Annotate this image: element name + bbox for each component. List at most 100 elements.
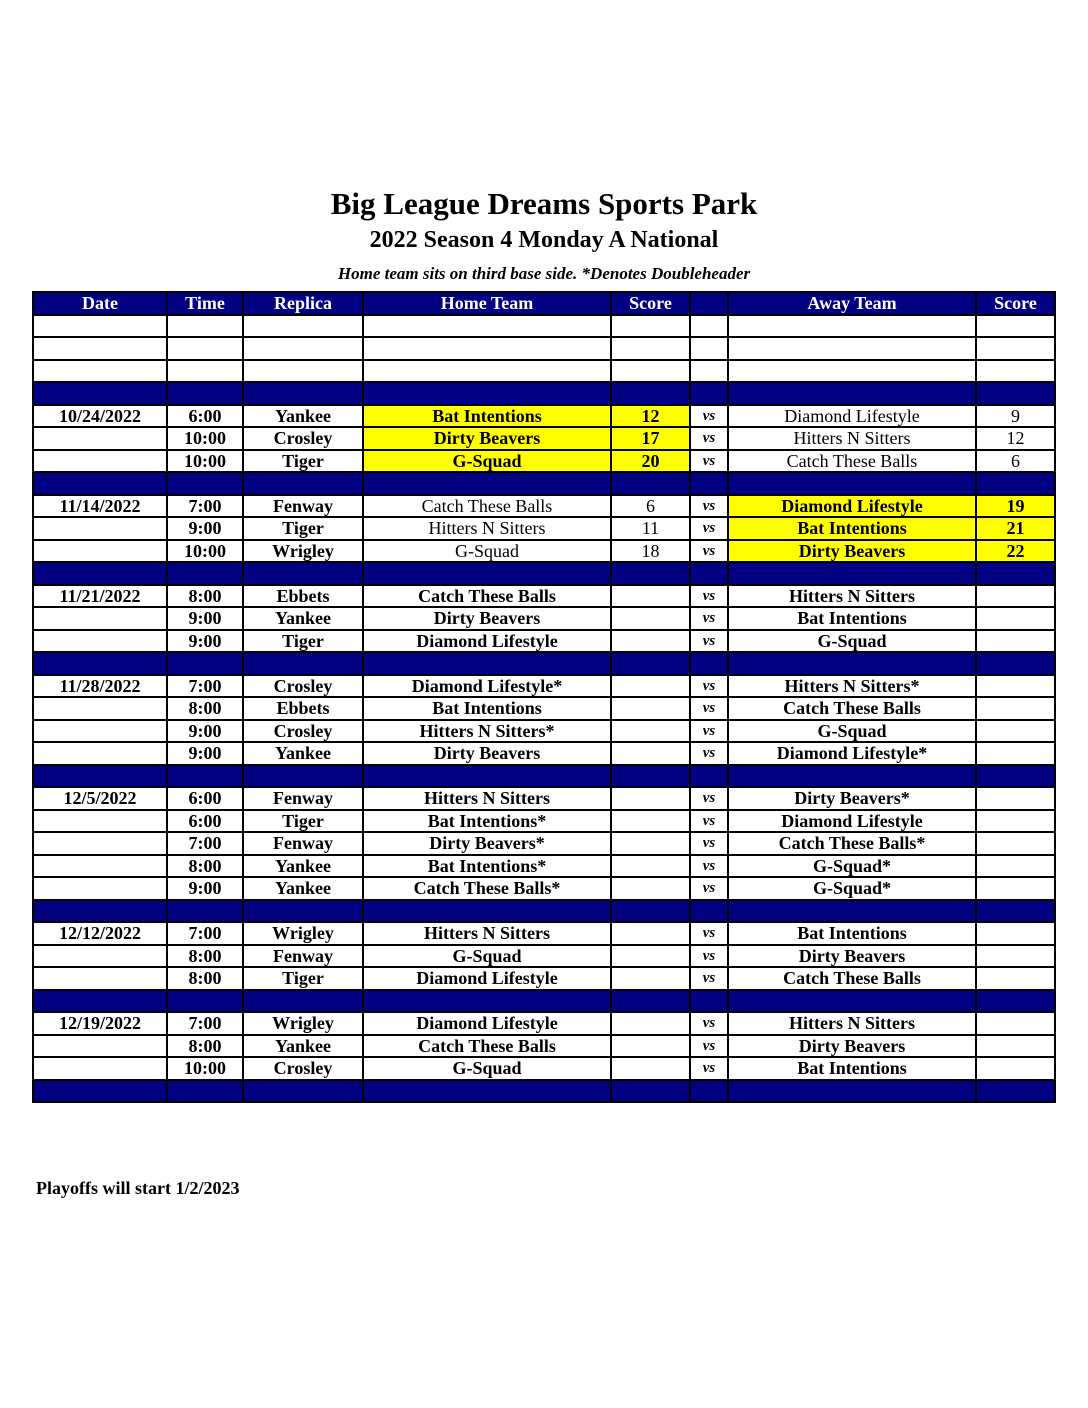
replica-field: Fenway: [242, 493, 364, 518]
empty-cell: [166, 381, 244, 406]
home-score: [610, 1033, 691, 1058]
game-row: 10:00 Wrigley G-Squad 18 vs Dirty Beavers 22: [32, 538, 1056, 563]
game-date: [32, 1033, 168, 1058]
empty-cell: [242, 358, 364, 383]
game-time: 10:00: [166, 448, 244, 473]
away-team: Diamond Lifestyle*: [727, 741, 977, 766]
game-date: [32, 853, 168, 878]
home-score: [610, 921, 691, 946]
game-time: 7:00: [166, 1011, 244, 1036]
empty-cell: [362, 471, 612, 496]
blank-row: [32, 336, 1056, 361]
replica-field: Crosley: [242, 426, 364, 451]
away-team: Bat Intentions: [727, 1056, 977, 1081]
empty-cell: [975, 988, 1056, 1013]
empty-cell: [362, 313, 612, 338]
home-team: Diamond Lifestyle: [362, 628, 612, 653]
home-team: Diamond Lifestyle: [362, 966, 612, 991]
replica-field: Yankee: [242, 876, 364, 901]
game-time: 10:00: [166, 538, 244, 563]
empty-cell: [610, 336, 691, 361]
game-date: [32, 448, 168, 473]
empty-cell: [362, 651, 612, 676]
empty-cell: [689, 1078, 729, 1103]
game-date: [32, 966, 168, 991]
col-home-team: Home Team: [362, 291, 612, 316]
empty-cell: [610, 381, 691, 406]
away-team: G-Squad*: [727, 853, 977, 878]
empty-cell: [610, 471, 691, 496]
empty-cell: [166, 988, 244, 1013]
home-team: Diamond Lifestyle*: [362, 673, 612, 698]
game-date: [32, 808, 168, 833]
home-score: [610, 628, 691, 653]
vs-label: vs: [689, 718, 729, 743]
game-row: 12/19/2022 7:00 Wrigley Diamond Lifestyle vs…: [32, 1011, 1056, 1036]
replica-field: Fenway: [242, 786, 364, 811]
empty-cell: [242, 336, 364, 361]
vs-label: vs: [689, 741, 729, 766]
away-team: Dirty Beavers: [727, 943, 977, 968]
empty-cell: [362, 381, 612, 406]
game-row: 8:00 Tiger Diamond Lifestyle vs Catch These …: [32, 966, 1056, 991]
home-score: [610, 966, 691, 991]
vs-label: vs: [689, 876, 729, 901]
separator-row: [32, 381, 1056, 406]
page-title: Big League Dreams Sports Park: [330, 186, 758, 221]
home-team: Bat Intentions*: [362, 853, 612, 878]
blank-row: [32, 313, 1056, 338]
blank-row: [32, 358, 1056, 383]
away-team: Dirty Beavers: [727, 1033, 977, 1058]
game-row: 9:00 Tiger Diamond Lifestyle vs G-Squad: [32, 628, 1056, 653]
empty-cell: [32, 1078, 168, 1103]
separator-row: [32, 988, 1056, 1013]
home-score: [610, 696, 691, 721]
game-time: 9:00: [166, 876, 244, 901]
empty-cell: [362, 988, 612, 1013]
game-date: [32, 696, 168, 721]
empty-cell: [362, 1078, 612, 1103]
separator-row: [32, 1078, 1056, 1103]
game-date: [32, 426, 168, 451]
empty-cell: [689, 988, 729, 1013]
vs-label: vs: [689, 1011, 729, 1036]
replica-field: Crosley: [242, 718, 364, 743]
replica-field: Yankee: [242, 853, 364, 878]
away-team: Bat Intentions: [727, 921, 977, 946]
empty-cell: [727, 471, 977, 496]
empty-cell: [32, 988, 168, 1013]
away-score: 21: [975, 516, 1056, 541]
empty-cell: [242, 561, 364, 586]
replica-field: Yankee: [242, 741, 364, 766]
separator-row: [32, 763, 1056, 788]
empty-cell: [166, 1078, 244, 1103]
game-row: 11/14/2022 7:00 Fenway Catch These Balls 6 vs…: [32, 493, 1056, 518]
col-away-team: Away Team: [727, 291, 977, 316]
empty-cell: [727, 763, 977, 788]
home-team: Catch These Balls: [362, 1033, 612, 1058]
game-time: 7:00: [166, 673, 244, 698]
home-team: Dirty Beavers: [362, 606, 612, 631]
empty-cell: [32, 763, 168, 788]
game-row: 8:00 Yankee Catch These Balls vs Dirty Beave…: [32, 1033, 1056, 1058]
separator-row: [32, 471, 1056, 496]
home-score: [610, 606, 691, 631]
game-date: 11/21/2022: [32, 583, 168, 608]
col-date: Date: [32, 291, 168, 316]
home-team: Dirty Beavers*: [362, 831, 612, 856]
empty-cell: [242, 988, 364, 1013]
away-team: Dirty Beavers*: [727, 786, 977, 811]
game-time: 10:00: [166, 1056, 244, 1081]
home-score: 6: [610, 493, 691, 518]
empty-cell: [242, 471, 364, 496]
game-row: 6:00 Tiger Bat Intentions* vs Diamond Lifest…: [32, 808, 1056, 833]
away-score: [975, 853, 1056, 878]
empty-cell: [32, 898, 168, 923]
empty-cell: [242, 651, 364, 676]
away-team: Catch These Balls: [727, 696, 977, 721]
doubleheader-note: Home team sits on third base side. *Deno…: [337, 264, 751, 283]
empty-cell: [610, 988, 691, 1013]
empty-cell: [610, 1078, 691, 1103]
away-score: 6: [975, 448, 1056, 473]
home-score: [610, 808, 691, 833]
